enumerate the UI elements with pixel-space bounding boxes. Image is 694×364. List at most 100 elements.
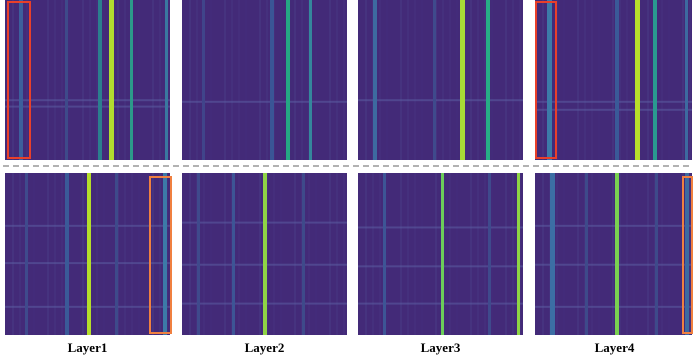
layer-label: Layer3: [420, 340, 461, 355]
heatmap-stripe: [615, 173, 619, 335]
heatmap-stripe: [373, 0, 377, 160]
heatmap-texture: [103, 0, 105, 160]
highlight-box: [7, 1, 31, 159]
heatmap-texture: [47, 173, 49, 335]
heatmap-texture: [365, 0, 367, 160]
heatmap-texture: [68, 0, 70, 160]
heatmap-texture: [386, 173, 388, 335]
heatmap-texture: [647, 0, 649, 160]
heatmap-stripe: [653, 0, 657, 160]
heatmap-texture: [96, 173, 98, 335]
heatmap-stripe: [163, 173, 167, 335]
heatmap-texture: [505, 0, 507, 160]
heatmap-texture: [210, 173, 212, 335]
heatmap: [358, 0, 523, 160]
heatmap-texture: [477, 0, 479, 160]
heatmap-texture: [138, 0, 140, 160]
heatmap-stripe: [302, 173, 305, 335]
heatmap-texture: [103, 173, 105, 335]
heatmap-stripe: [65, 173, 69, 335]
heatmap-texture: [626, 0, 628, 160]
heatmap-stripe: [87, 173, 91, 335]
heatmap-texture: [400, 0, 402, 160]
heatmap-texture: [689, 0, 691, 160]
heatmap-texture: [505, 173, 507, 335]
heatmap-texture: [491, 0, 493, 160]
heatmap-texture: [542, 173, 544, 335]
heatmap-texture: [189, 0, 191, 160]
heatmap-texture: [231, 0, 233, 160]
heatmap-stripe: [433, 0, 436, 160]
heatmap-texture: [372, 173, 374, 335]
heatmap-texture: [294, 173, 296, 335]
heatmap-stripe: [635, 0, 640, 160]
heatmap-stripe: [98, 0, 102, 160]
heatmap-texture: [386, 0, 388, 160]
heatmap-texture: [224, 173, 226, 335]
heatmap-stripe: [685, 0, 688, 160]
heatmap-row: [535, 263, 692, 266]
heatmap-texture: [407, 0, 409, 160]
heatmap-row: [535, 224, 692, 227]
heatmap-row: [358, 265, 523, 268]
heatmap-stripe: [685, 173, 689, 335]
heatmap-texture: [54, 0, 56, 160]
heatmap-texture: [33, 0, 35, 160]
highlight-box: [149, 176, 172, 334]
heatmap-row: [358, 226, 523, 229]
heatmap-texture: [598, 173, 600, 335]
heatmap-texture: [682, 0, 684, 160]
heatmap-texture: [661, 173, 663, 335]
heatmap-texture: [612, 173, 614, 335]
heatmap-texture: [336, 0, 338, 160]
heatmap-texture: [315, 173, 317, 335]
heatmap-texture: [414, 0, 416, 160]
heatmap-texture: [456, 173, 458, 335]
heatmap-stripe: [550, 173, 555, 335]
heatmap-texture: [138, 173, 140, 335]
heatmap-stripe: [286, 0, 290, 160]
heatmap-texture: [280, 173, 282, 335]
heatmap-texture: [82, 173, 84, 335]
heatmap-texture: [152, 0, 154, 160]
heatmap-texture: [484, 173, 486, 335]
heatmap-texture: [329, 173, 331, 335]
heatmap-stripe: [517, 173, 520, 335]
heatmap-texture: [238, 0, 240, 160]
heatmap-texture: [54, 173, 56, 335]
heatmap-texture: [591, 173, 593, 335]
heatmap: [182, 0, 347, 160]
heatmap-stripe: [486, 0, 490, 160]
heatmap-texture: [245, 173, 247, 335]
heatmap-texture: [259, 0, 261, 160]
heatmap-texture: [456, 0, 458, 160]
heatmap-texture: [329, 0, 331, 160]
heatmap-texture: [82, 0, 84, 160]
heatmap-texture: [19, 173, 21, 335]
heatmap-texture: [266, 0, 268, 160]
heatmap-texture: [61, 0, 63, 160]
heatmap-texture: [33, 173, 35, 335]
heatmap-texture: [442, 0, 444, 160]
heatmap-texture: [584, 0, 586, 160]
heatmap-stripe: [460, 0, 465, 160]
heatmap: [5, 0, 170, 160]
heatmap-texture: [189, 173, 191, 335]
heatmap-row: [535, 100, 692, 103]
heatmap-texture: [280, 0, 282, 160]
heatmap-texture: [421, 173, 423, 335]
heatmap-texture: [89, 0, 91, 160]
heatmap-stripe: [165, 0, 168, 160]
heatmap-stripe: [655, 173, 658, 335]
heatmap-texture: [159, 0, 161, 160]
heatmap-texture: [689, 173, 691, 335]
heatmap-texture: [47, 0, 49, 160]
heatmap-texture: [542, 0, 544, 160]
heatmap-stripe: [65, 0, 68, 160]
heatmap-texture: [619, 0, 621, 160]
heatmap-texture: [203, 173, 205, 335]
heatmap-texture: [477, 173, 479, 335]
heatmap-texture: [259, 173, 261, 335]
